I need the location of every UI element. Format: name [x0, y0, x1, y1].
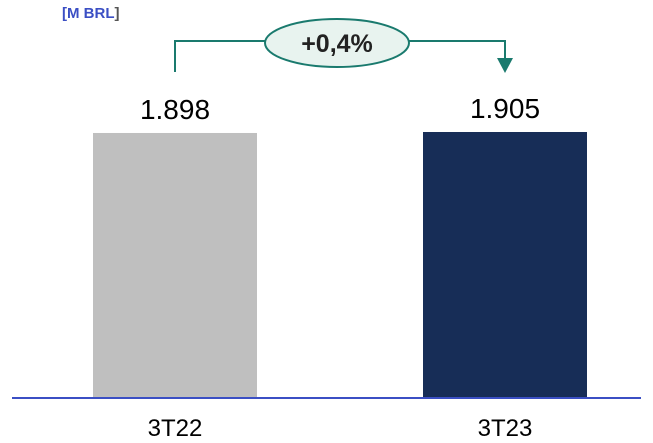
value-labels: 1.898 1.905 — [140, 93, 540, 125]
unit-label-open: [M BRL — [62, 5, 115, 22]
category-label-3t23: 3T23 — [478, 415, 533, 442]
category-labels: 3T22 3T23 — [148, 415, 533, 442]
change-label: +0,4% — [301, 30, 373, 58]
change-arrowhead — [497, 58, 513, 73]
unit-label-close: ] — [115, 5, 120, 22]
change-bracket — [174, 40, 506, 72]
bars — [93, 132, 587, 399]
change-annotation: +0,4% — [174, 18, 513, 73]
bar-3t22 — [93, 132, 257, 399]
bar-3t23 — [423, 132, 587, 398]
category-label-3t22: 3T22 — [148, 415, 203, 442]
change-ellipse — [264, 18, 410, 68]
value-label-3t22: 1.898 — [140, 94, 210, 125]
value-label-3t23: 1.905 — [470, 93, 540, 124]
unit-label: [M BRL] — [62, 5, 120, 22]
